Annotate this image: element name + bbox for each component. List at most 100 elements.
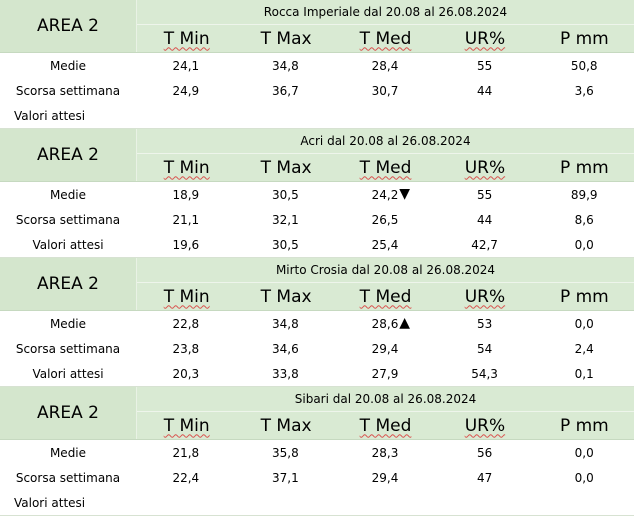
cell-t-max: 33,8 (236, 367, 336, 381)
cell-value: 33,8 (272, 366, 299, 381)
column-header-t-med: T Med (336, 283, 435, 310)
column-header-label: T Max (260, 286, 312, 307)
column-header-label: T Med (359, 286, 412, 307)
cell-value: 55 (476, 58, 493, 73)
column-header-t-med: T Med (336, 412, 435, 439)
cell-value: 35,8 (272, 445, 299, 460)
cell-t-max: 30,5 (236, 238, 336, 252)
divider (0, 386, 634, 387)
table-row-attesi: Valori attesi 19,6 30,5 25,4 42,7 0,0 (0, 232, 634, 257)
cell-p-mm: 8,6 (534, 213, 634, 227)
cell-value: 47 (476, 470, 493, 485)
column-header-label: P mm (559, 28, 609, 49)
table-row-medie: Medie 24,1 34,8 28,4 55 50,8 (0, 53, 634, 78)
cell-value: 53 (476, 316, 493, 331)
cell-ur: 47 (435, 471, 535, 485)
cell-value: 2,4 (574, 341, 594, 356)
table-row-scorsa: Scorsa settimana 23,8 34,6 29,4 54 2,4 (0, 336, 634, 361)
column-header-ur: UR% (435, 154, 534, 181)
column-header-t-min: T Min (137, 412, 236, 439)
cell-p-mm: 89,9 (534, 188, 634, 202)
cell-ur: 44 (435, 213, 535, 227)
row-label: Scorsa settimana (15, 341, 121, 356)
cell-value: 30,7 (371, 83, 399, 98)
column-header-t-med: T Med (336, 154, 435, 181)
block-header: AREA 2 Acri dal 20.08 al 26.08.2024 T Min T… (0, 129, 634, 182)
row-label: Medie (49, 187, 87, 202)
cell-value: 22,4 (172, 470, 200, 485)
cell-value: 25,4 (371, 237, 399, 252)
cell-t-min: 20,3 (136, 367, 236, 381)
station-block: AREA 2 Mirto Crosia dal 20.08 al 26.08.20… (0, 258, 634, 386)
cell-value: 34,8 (272, 58, 299, 73)
cell-t-min: 23,8 (136, 342, 236, 356)
cell-value: 0,1 (574, 366, 594, 381)
cell-value: 56 (476, 445, 493, 460)
cell-t-min: 21,1 (136, 213, 236, 227)
cell-t-max: 34,8 (236, 59, 336, 73)
column-header-label: T Min (163, 28, 210, 49)
cell-t-max: 37,1 (236, 471, 336, 485)
cell-t-med: 28,3 (335, 446, 435, 460)
column-header-ur: UR% (435, 283, 534, 310)
cell-value: 8,6 (574, 212, 594, 227)
column-header-label: UR% (464, 157, 506, 178)
column-header-label: UR% (464, 286, 506, 307)
area-label: AREA 2 (0, 387, 137, 439)
cell-value: 0,0 (574, 470, 594, 485)
column-header-ur: UR% (435, 412, 534, 439)
cell-p-mm: 0,1 (534, 367, 634, 381)
column-header-label: P mm (559, 286, 609, 307)
row-label: Medie (49, 58, 87, 73)
column-header-p-mm: P mm (535, 154, 634, 181)
row-label: Scorsa settimana (15, 212, 121, 227)
cell-t-max: 36,7 (236, 84, 336, 98)
table-row-scorsa: Scorsa settimana 24,9 36,7 30,7 44 3,6 (0, 78, 634, 103)
station-title: Acri dal 20.08 al 26.08.2024 (137, 129, 634, 154)
column-header-p-mm: P mm (535, 25, 634, 52)
cell-ur: 54,3 (435, 367, 535, 381)
column-header-label: T Min (163, 286, 210, 307)
cell-t-min: 21,8 (136, 446, 236, 460)
cell-value: 28,3 (371, 445, 399, 460)
cell-value: 22,8 (172, 316, 200, 331)
cell-t-med: 28,4 (335, 59, 435, 73)
cell-value: 32,1 (272, 212, 299, 227)
column-header-label: T Med (359, 157, 412, 178)
area-label: AREA 2 (0, 129, 137, 181)
divider (0, 128, 634, 129)
column-header-label: T Max (260, 415, 312, 436)
cell-value: 3,6 (574, 83, 594, 98)
area-label: AREA 2 (0, 0, 137, 52)
column-header-label: T Med (359, 415, 412, 436)
station-title: Mirto Crosia dal 20.08 al 26.08.2024 (137, 258, 634, 283)
cell-value: 54 (476, 341, 493, 356)
cell-p-mm: 0,0 (534, 446, 634, 460)
cell-value: 26,5 (371, 212, 399, 227)
column-header-label: T Max (260, 28, 312, 49)
cell-value: 89,9 (570, 187, 598, 202)
block-header: AREA 2 Sibari dal 20.08 al 26.08.2024 T Mi… (0, 387, 634, 440)
cell-t-med: 24,2 ▼ (335, 186, 435, 202)
cell-t-max: 35,8 (236, 446, 336, 460)
cell-t-med: 29,4 (335, 342, 435, 356)
column-header-label: T Med (359, 28, 412, 49)
column-header-label: UR% (464, 415, 506, 436)
cell-value: 44 (476, 212, 493, 227)
column-header-t-min: T Min (137, 283, 236, 310)
cell-value: 55 (476, 187, 493, 202)
station-block: AREA 2 Rocca Imperiale dal 20.08 al 26.08… (0, 0, 634, 128)
cell-p-mm: 0,0 (534, 238, 634, 252)
cell-value: 24,9 (172, 83, 200, 98)
cell-value: 30,5 (272, 237, 299, 252)
cell-p-mm: 0,0 (534, 471, 634, 485)
column-header-label: P mm (559, 157, 609, 178)
row-label: Medie (49, 316, 87, 331)
row-label: Valori attesi (32, 237, 104, 252)
cell-value: 29,4 (371, 470, 399, 485)
cell-value: 44 (476, 83, 493, 98)
row-label: Scorsa settimana (15, 470, 121, 485)
cell-t-med: 30,7 (335, 84, 435, 98)
column-header-t-min: T Min (137, 25, 236, 52)
